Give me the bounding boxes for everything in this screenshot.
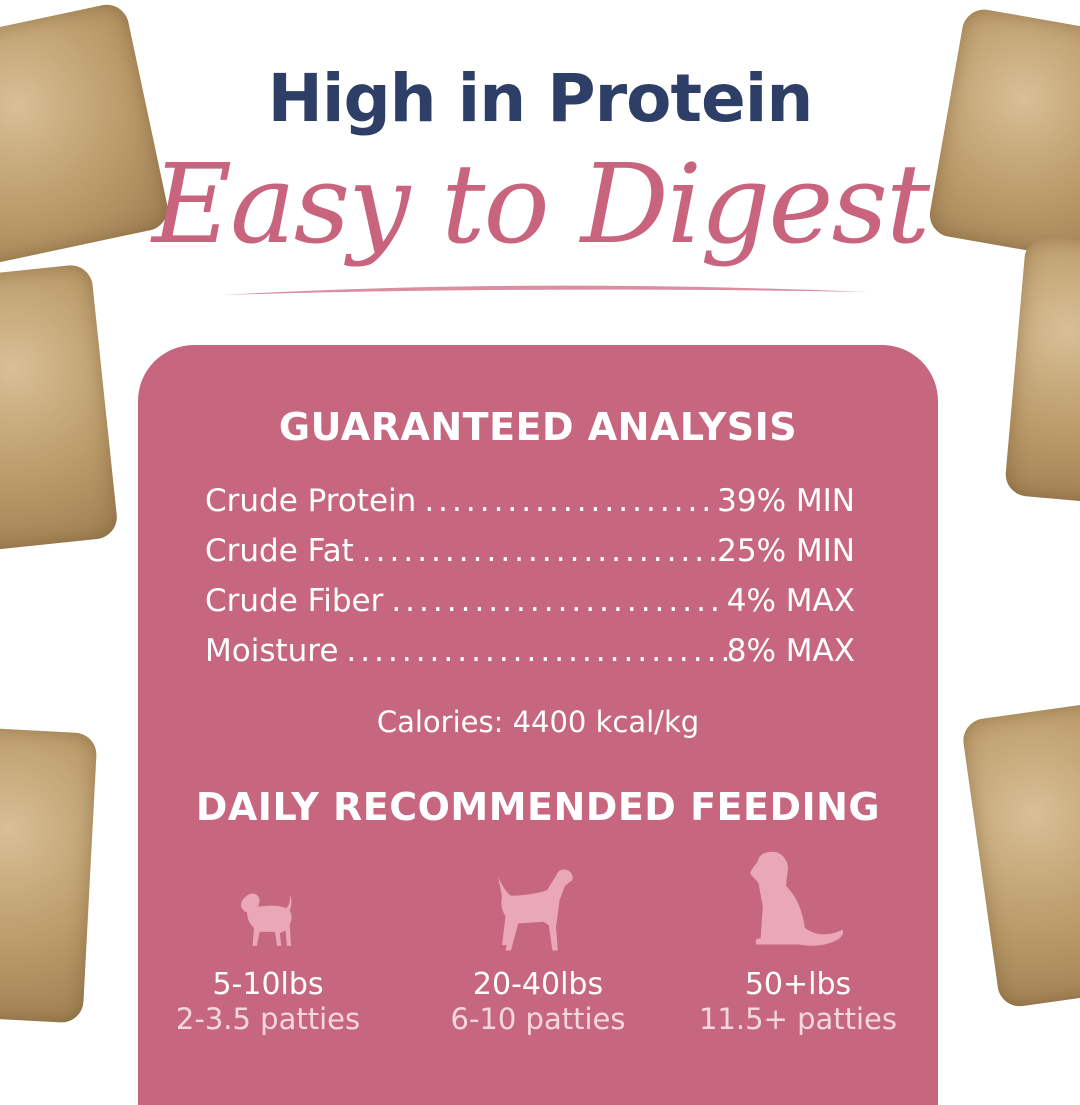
dot-leader: ........................................ bbox=[346, 633, 726, 669]
patty-amount: 2-3.5 patties bbox=[175, 1002, 361, 1036]
feeding-item: 20-40lbs 6-10 patties bbox=[408, 865, 668, 1036]
swoosh-underline bbox=[222, 285, 868, 295]
dot-leader: ........................................ bbox=[361, 533, 717, 569]
row-label: Crude Protein bbox=[205, 483, 417, 519]
feeding-title: DAILY RECOMMENDED FEEDING bbox=[195, 785, 881, 829]
dot-leader: ........................................ bbox=[391, 583, 726, 619]
feeding-item: 50+lbs 11.5+ patties bbox=[668, 850, 928, 1036]
info-panel: GUARANTEED ANALYSIS Crude Protein.......… bbox=[138, 345, 938, 1105]
analysis-title: GUARANTEED ANALYSIS bbox=[278, 405, 798, 449]
medium-dog-icon bbox=[498, 869, 573, 951]
row-value: 39% MIN bbox=[717, 483, 855, 519]
small-dog-icon bbox=[241, 893, 292, 946]
patty-amount: 11.5+ patties bbox=[698, 1002, 897, 1036]
row-value: 8% MAX bbox=[726, 633, 855, 669]
analysis-row: Moisture................................… bbox=[205, 633, 855, 669]
patty-image bbox=[0, 726, 98, 1024]
dot-leader: ........................................ bbox=[424, 483, 717, 519]
weight-range: 20-40lbs bbox=[472, 967, 604, 1002]
subheadline: Easy to Digest bbox=[151, 140, 930, 268]
row-value: 4% MAX bbox=[726, 583, 855, 619]
analysis-row: Crude Fat...............................… bbox=[205, 533, 855, 569]
feeding-item: 5-10lbs 2-3.5 patties bbox=[138, 885, 398, 1036]
patty-image bbox=[0, 263, 119, 552]
patty-image bbox=[1003, 235, 1080, 505]
row-label: Crude Fiber bbox=[205, 583, 384, 619]
analysis-row: Crude Protein...........................… bbox=[205, 483, 855, 519]
patty-amount: 6-10 patties bbox=[450, 1002, 626, 1036]
row-value: 25% MIN bbox=[717, 533, 855, 569]
analysis-row: Crude Fiber.............................… bbox=[205, 583, 855, 619]
headline: High in Protein bbox=[267, 60, 814, 137]
large-dog-icon bbox=[749, 851, 843, 946]
patty-image bbox=[960, 700, 1080, 1010]
weight-range: 50+lbs bbox=[744, 967, 852, 1002]
row-label: Crude Fat bbox=[205, 533, 354, 569]
calories: Calories: 4400 kcal/kg bbox=[376, 705, 700, 739]
weight-range: 5-10lbs bbox=[212, 967, 324, 1002]
row-label: Moisture bbox=[205, 633, 339, 669]
